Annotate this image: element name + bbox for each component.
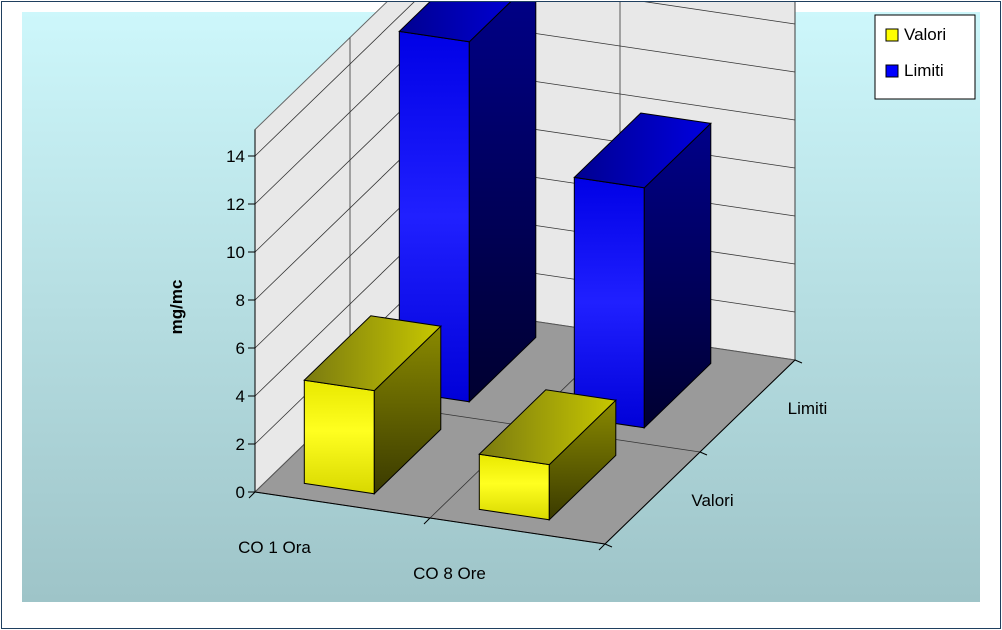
- depth-tick-mark: [794, 359, 803, 364]
- bar-side-face: [468, 2, 537, 403]
- bar-valori-1: [478, 389, 617, 521]
- y-tick-label: 4: [236, 387, 245, 406]
- y-tick-label: 10: [226, 243, 245, 262]
- bar-front-face: [303, 379, 375, 495]
- y-tick-label: 8: [236, 291, 245, 310]
- y-axis-title: mg/mc: [167, 280, 186, 335]
- y-tick-label: 2: [236, 435, 245, 454]
- bar-limiti-0: [398, 2, 537, 403]
- bar-top-face: [573, 112, 712, 189]
- legend-label-limiti: Limiti: [904, 61, 944, 80]
- chart-bars: [303, 2, 712, 521]
- bar-front-face: [573, 176, 645, 429]
- chart-labels: CO 1 Ora CO 8 Ore Valori Limiti mg/mc: [167, 280, 827, 583]
- depth-tick-mark: [699, 451, 708, 456]
- y-tick-label: 12: [226, 195, 245, 214]
- depth-tick-mark: [604, 543, 613, 548]
- x-tick-mark: [248, 491, 256, 499]
- bar-top-face: [398, 2, 512, 43]
- y-tick-label: 6: [236, 339, 245, 358]
- legend-label-valori: Valori: [904, 25, 946, 44]
- legend: Valori Limiti: [874, 14, 976, 100]
- gridline-14: [254, 2, 796, 157]
- legend-swatch-valori: [885, 28, 899, 42]
- legend-swatch-limiti: [885, 64, 899, 78]
- y-tick-label: 0: [236, 483, 245, 502]
- x-tick-mark: [598, 543, 606, 551]
- depth-series-label: Valori: [691, 491, 733, 510]
- bar-top-face: [478, 389, 617, 466]
- bar-valori-0: [303, 315, 442, 495]
- x-category-label: CO 1 Ora: [238, 538, 311, 557]
- bar-limiti-1: [573, 112, 712, 429]
- bar-top-face: [303, 315, 442, 392]
- bar-front-face: [478, 453, 550, 521]
- y-tick-label: 14: [226, 147, 245, 166]
- x-tick-mark: [423, 517, 431, 525]
- x-category-label: CO 8 Ore: [413, 564, 486, 583]
- chart-axes: 0 2 4 6 8 10 12 14: [226, 129, 803, 551]
- depth-series-label: Limiti: [788, 399, 828, 418]
